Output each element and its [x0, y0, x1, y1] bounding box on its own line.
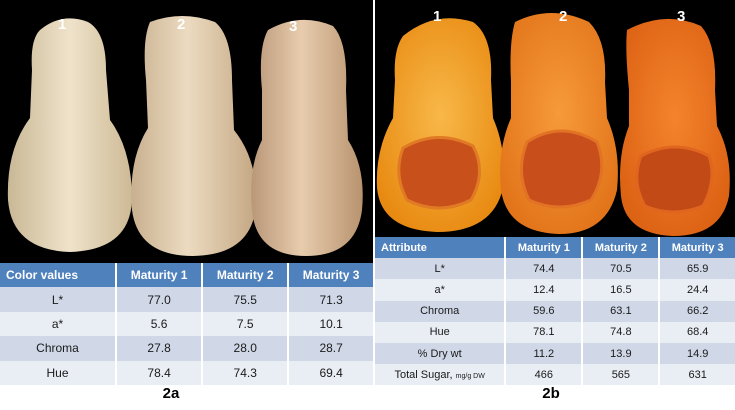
squash-2	[131, 16, 257, 256]
table-header: Maturity 2	[582, 237, 661, 259]
table-cell: 65.9	[659, 258, 735, 280]
table-cell: 70.5	[582, 258, 661, 280]
whole-squash-photo	[7, 16, 363, 256]
table-row: Total Sugar, mg/g DW 466 565 631	[375, 364, 735, 386]
halved-squash-photo	[376, 13, 730, 237]
table-row: % Dry wt 11.2 13.9 14.9	[375, 342, 735, 365]
table-cell: 75.5	[202, 287, 290, 312]
table-cell: 5.6	[116, 311, 204, 337]
table-cell: 631	[659, 364, 735, 386]
table-cell: a*	[0, 311, 117, 337]
table-cell: Chroma	[0, 336, 117, 361]
table-cell: 13.9	[582, 342, 661, 365]
table-row: L* 77.0 75.5 71.3	[0, 287, 373, 312]
table-cell: 74.3	[202, 360, 290, 385]
squash-label-3: 3	[677, 8, 686, 25]
table-cell: 69.4	[288, 360, 373, 385]
table-cell: 27.8	[116, 336, 204, 361]
table-header: Maturity 2	[202, 263, 290, 288]
table-cell: 28.0	[202, 336, 290, 361]
squash-3	[251, 19, 363, 256]
table-cell: L*	[0, 287, 117, 312]
table-cell: 7.5	[202, 311, 290, 337]
table-cell: Hue	[0, 360, 117, 385]
table-cell: a*	[375, 279, 507, 301]
table-cell: 74.8	[582, 321, 661, 343]
table-cell: 63.1	[582, 300, 661, 322]
attribute-table: Attribute Maturity 1 Maturity 2 Maturity…	[375, 237, 735, 386]
sugar-unit: mg/g DW	[455, 372, 485, 380]
table-row: Hue 78.4 74.3 69.4	[0, 360, 373, 385]
squash-label-1: 1	[433, 8, 442, 25]
table-row: Hue 78.1 74.8 68.4	[375, 321, 735, 343]
table-row: a* 5.6 7.5 10.1	[0, 311, 373, 337]
table-row: L* 74.4 70.5 65.9	[375, 258, 735, 280]
color-values-table: Color values Maturity 1 Maturity 2 Matur…	[0, 263, 373, 385]
table-cell: 24.4	[659, 279, 735, 301]
squash-label-2: 2	[559, 8, 568, 25]
table-row: Chroma 27.8 28.0 28.7	[0, 336, 373, 361]
table-cell: 28.7	[288, 336, 373, 361]
table-cell: 78.4	[116, 360, 204, 385]
total-sugar-label: Total Sugar,	[394, 368, 453, 381]
table-cell: 11.2	[505, 342, 584, 365]
table-header: Color values	[0, 263, 117, 288]
figure-caption-2b: 2b	[542, 385, 560, 402]
table-cell: L*	[375, 258, 507, 280]
table-cell: 77.0	[116, 287, 204, 312]
squash-label-1: 1	[58, 16, 67, 33]
panel-2a: 1 2 3 Color values Maturity 1 Maturity 2…	[0, 0, 373, 385]
table-cell: 71.3	[288, 287, 373, 312]
table-cell: 14.9	[659, 342, 735, 365]
seed-cavity-1	[397, 136, 481, 210]
table-cell: Chroma	[375, 300, 507, 322]
table-cell: 74.4	[505, 258, 584, 280]
table-cell: Hue	[375, 321, 507, 343]
table-cell: Total Sugar, mg/g DW	[375, 364, 507, 386]
figure-caption-2a: 2a	[162, 385, 180, 402]
table-cell: 68.4	[659, 321, 735, 343]
table-row: Chroma 59.6 63.1 66.2	[375, 300, 735, 322]
table-header: Maturity 1	[505, 237, 584, 259]
table-cell: 466	[505, 364, 584, 386]
table-header: Maturity 3	[288, 263, 373, 288]
table-cell: 66.2	[659, 300, 735, 322]
seed-cavity-2	[520, 129, 604, 209]
table-header-row: Color values Maturity 1 Maturity 2 Matur…	[0, 263, 373, 288]
squash-label-3: 3	[289, 18, 298, 35]
table-cell: 10.1	[288, 311, 373, 337]
table-header-row: Attribute Maturity 1 Maturity 2 Maturity…	[375, 237, 735, 259]
table-cell: 565	[582, 364, 661, 386]
seed-cavity-3	[635, 145, 714, 214]
table-header: Attribute	[375, 237, 507, 259]
table-cell: 78.1	[505, 321, 584, 343]
table-header: Maturity 1	[116, 263, 204, 288]
table-cell: 59.6	[505, 300, 584, 322]
panel-2b: 1 2 3 Attribute Maturity 1 Maturity 2 Ma…	[375, 0, 735, 386]
table-cell: 16.5	[582, 279, 661, 301]
table-header: Maturity 3	[659, 237, 735, 259]
table-cell: % Dry wt	[375, 342, 507, 365]
squash-1	[7, 18, 133, 252]
table-row: a* 12.4 16.5 24.4	[375, 279, 735, 301]
squash-label-2: 2	[177, 16, 186, 33]
table-cell: 12.4	[505, 279, 584, 301]
